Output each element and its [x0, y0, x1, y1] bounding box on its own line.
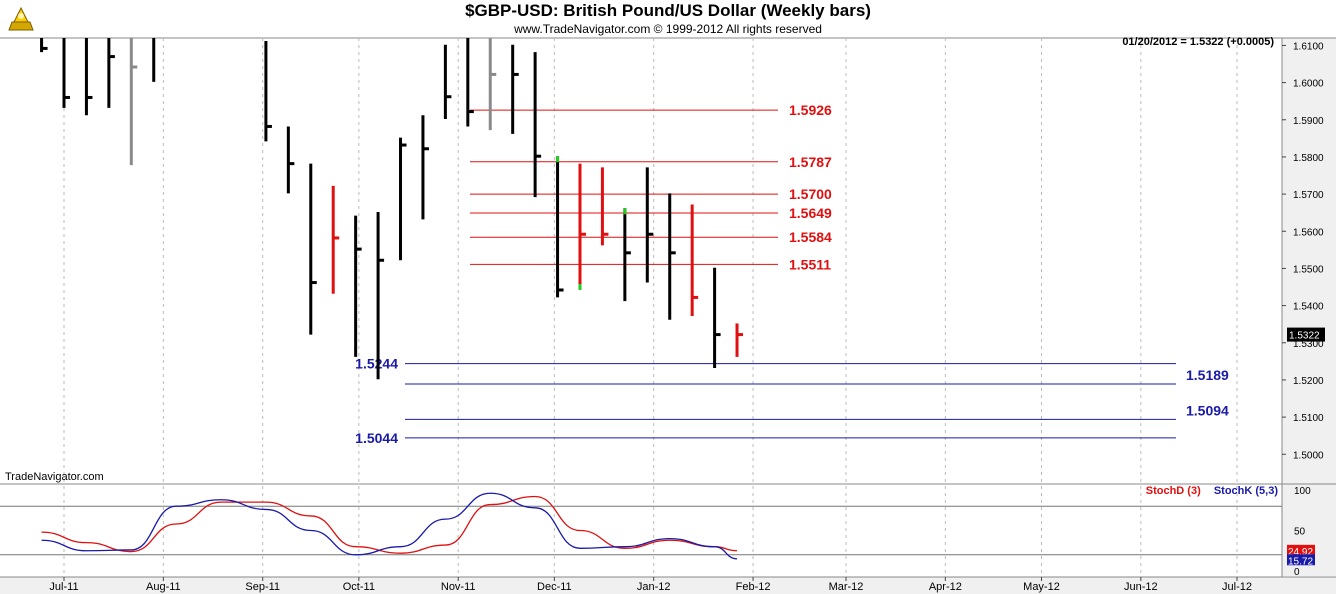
stoch-y-tick-label: 50: [1294, 527, 1306, 538]
x-tick-label: Jul-11: [49, 581, 78, 593]
stoch-d-line: [41, 495, 738, 554]
y-tick-label: 1.5400: [1293, 302, 1324, 313]
stoch-y-tick-label: 100: [1294, 486, 1311, 497]
y-tick-label: 1.5200: [1293, 376, 1324, 387]
time-axis-panel: [0, 577, 1336, 594]
legend-stoch-k: StochK (5,3): [1213, 485, 1278, 497]
stoch-k-line: [41, 492, 738, 560]
x-tick-label: Aug-11: [146, 581, 181, 593]
level-label: 1.5044: [355, 430, 398, 446]
price-readout: 01/20/2012 = 1.5322 (+0.0005): [1122, 36, 1274, 48]
watermark: TradeNavigator.com: [5, 471, 104, 483]
stoch-k-value: 15.72: [1288, 556, 1313, 567]
stoch-y-tick-label: 0: [1294, 567, 1300, 578]
x-tick-label: Jul-12: [1222, 581, 1252, 593]
level-label: 1.5584: [789, 229, 832, 245]
legend-stoch-d: StochD (3): [1145, 485, 1201, 497]
y-tick-label: 1.5300: [1293, 339, 1324, 350]
y-tick-label: 1.5900: [1293, 116, 1324, 127]
x-tick-label: Jan-12: [637, 581, 671, 593]
x-tick-label: Jun-12: [1124, 581, 1158, 593]
x-tick-label: May-12: [1023, 581, 1060, 593]
stoch-k-value-box: [1287, 554, 1315, 566]
stoch-d-value: 24.92: [1288, 547, 1313, 558]
level-label: 1.5926: [789, 102, 832, 118]
x-tick-label: Dec-11: [537, 581, 572, 593]
signal-marker: [556, 156, 560, 163]
y-tick-label: 1.5700: [1293, 190, 1324, 201]
chart-title: $GBP-USD: British Pound/US Dollar (Weekl…: [465, 1, 871, 20]
level-label: 1.5189: [1186, 367, 1229, 383]
last-price-box: [1287, 327, 1325, 342]
x-tick-label: Mar-12: [829, 581, 864, 593]
y-tick-label: 1.5800: [1293, 153, 1324, 164]
level-label: 1.5649: [789, 205, 832, 221]
trade-navigator-logo-icon: [6, 4, 36, 32]
y-tick-label: 1.6100: [1293, 41, 1324, 52]
level-label: 1.5511: [789, 256, 831, 272]
price-axis-panel: [1282, 38, 1336, 576]
copyright-subtitle: www.TradeNavigator.com © 1999-2012 All r…: [514, 22, 822, 36]
x-tick-label: Apr-12: [929, 581, 962, 593]
x-tick-label: Nov-11: [441, 581, 476, 593]
stoch-d-value-box: [1287, 544, 1315, 557]
x-tick-label: Feb-12: [736, 581, 771, 593]
y-tick-label: 1.5100: [1293, 413, 1324, 424]
y-tick-label: 1.5600: [1293, 227, 1324, 238]
y-tick-label: 1.5000: [1293, 450, 1324, 461]
level-label: 1.5094: [1186, 402, 1229, 418]
x-tick-label: Sep-11: [245, 581, 280, 593]
stochastic-legend: StochD (3) StochK (5,3): [1146, 485, 1278, 497]
level-label: 1.5700: [789, 186, 832, 202]
y-tick-label: 1.5500: [1293, 264, 1324, 275]
x-tick-label: Oct-11: [343, 581, 375, 593]
last-price-label: 1.5322: [1289, 331, 1320, 342]
signal-marker: [623, 208, 627, 215]
level-label: 1.5787: [789, 154, 832, 170]
y-tick-label: 1.6000: [1293, 79, 1324, 90]
signal-marker: [578, 283, 582, 290]
